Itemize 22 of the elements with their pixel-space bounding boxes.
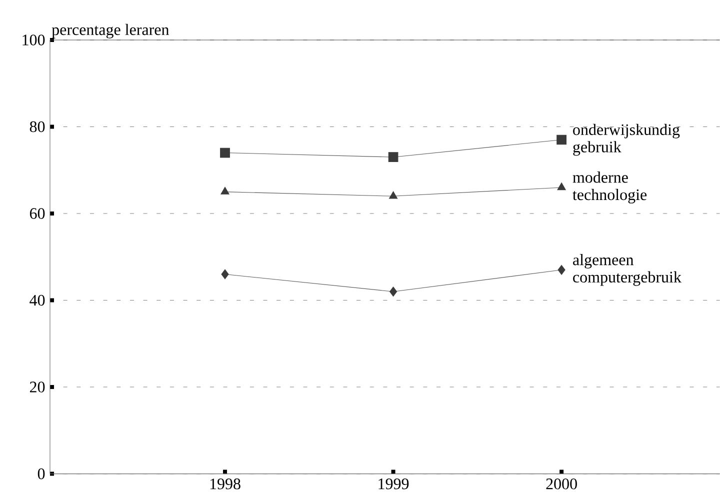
y-tick-label: 40 [30, 294, 45, 306]
point [220, 186, 230, 195]
point [220, 148, 230, 158]
point [557, 182, 566, 190]
point [221, 269, 229, 280]
series-label: onderwijskundig gebruik [573, 124, 680, 156]
y-tick-label: 0 [38, 468, 45, 480]
x-tick-label: 2000 [546, 478, 577, 490]
series-label: algemeen computergebruik [573, 254, 682, 286]
series-label: moderne technologie [572, 172, 647, 204]
point [390, 286, 398, 297]
y-tick-label: 20 [30, 382, 45, 393]
point [558, 265, 566, 275]
y-tick-label: 60 [30, 208, 45, 219]
y-axis-title: percentage leraren [52, 24, 170, 38]
x-tick-label: 1998 [210, 478, 240, 490]
point [388, 152, 398, 162]
point [388, 191, 398, 199]
point [556, 134, 566, 145]
x-tick-label: 1999 [378, 478, 409, 490]
y-tick-label: 80 [30, 121, 45, 132]
y-tick-label: 100 [22, 34, 45, 46]
